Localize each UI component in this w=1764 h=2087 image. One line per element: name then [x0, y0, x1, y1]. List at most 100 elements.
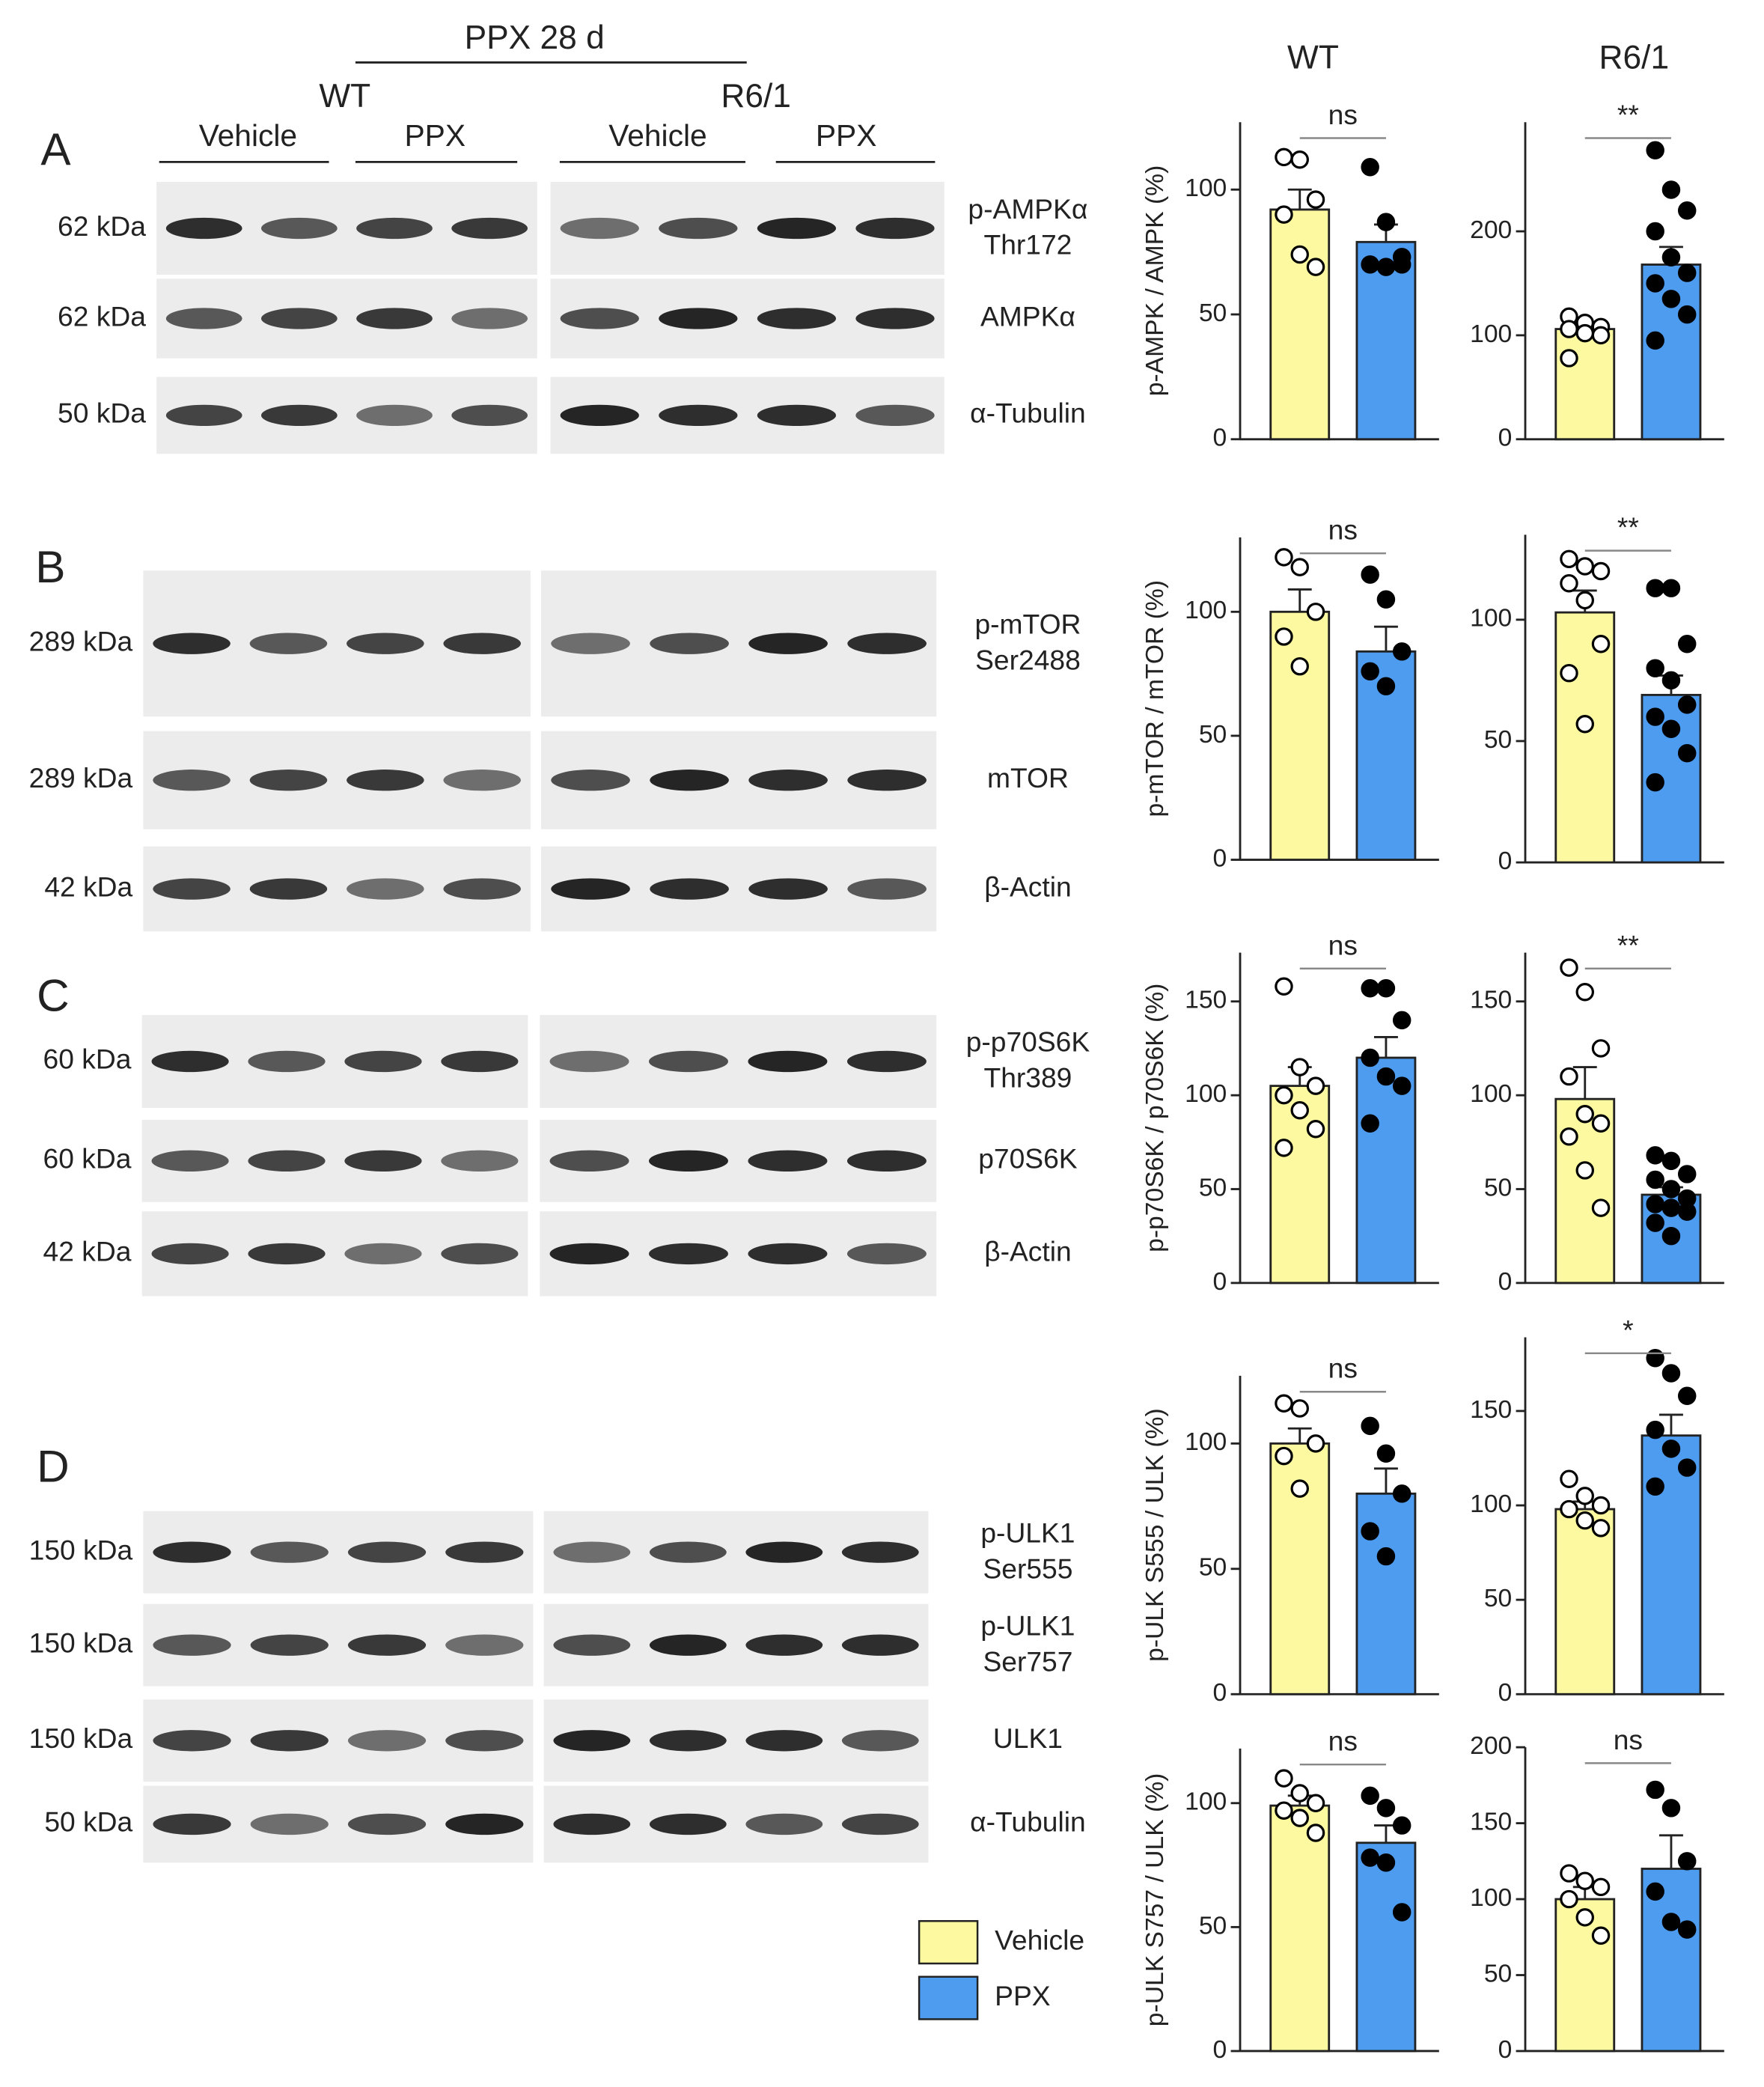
data-point [1677, 1458, 1697, 1477]
kda-label: 60 kDa [43, 1143, 132, 1174]
data-point [1677, 1920, 1697, 1939]
blot-band [344, 1243, 422, 1265]
data-point [1646, 1420, 1664, 1439]
data-point [1306, 1434, 1325, 1453]
protein-label: Thr389 [983, 1062, 1072, 1094]
blot-band [248, 1150, 326, 1172]
y-axis-label: p-p70S6K / p70S6K (%) [1141, 984, 1169, 1252]
data-point [1306, 1794, 1325, 1813]
blot-band [841, 1730, 919, 1752]
data-point [1661, 1913, 1681, 1931]
y-axis-label: p-ULK S757 / ULK (%) [1141, 1773, 1169, 2027]
data-point [1646, 1477, 1664, 1496]
data-point [1677, 743, 1697, 763]
bar [1269, 1804, 1331, 2053]
kda-label: 289 kDa [29, 626, 133, 657]
blot-band [151, 1150, 229, 1172]
column-header: WT [1287, 40, 1339, 76]
bar [1554, 1508, 1616, 1696]
data-point [1591, 1496, 1611, 1515]
blot-band [560, 217, 639, 240]
data-point [1591, 1039, 1611, 1058]
data-point [1275, 548, 1293, 567]
blot-band [745, 1813, 823, 1835]
protein-label: Ser757 [983, 1645, 1072, 1677]
data-point [1560, 320, 1578, 338]
data-point [1575, 1161, 1594, 1180]
data-point [1646, 1213, 1664, 1232]
protein-label: p-AMPKα [968, 193, 1087, 225]
data-point [1591, 1198, 1611, 1217]
blot-band [553, 1813, 631, 1835]
data-point [1575, 591, 1594, 610]
protein-label: p-ULK1 [980, 1609, 1075, 1641]
data-point [1575, 1104, 1594, 1124]
data-point [1591, 561, 1611, 581]
blot-band [745, 1730, 823, 1752]
data-point [1560, 573, 1578, 593]
data-point [1560, 1469, 1578, 1488]
data-point [1392, 255, 1411, 274]
data-point [1646, 1882, 1664, 1901]
data-point [1376, 979, 1396, 998]
data-point [1361, 1786, 1379, 1806]
data-point [1646, 1780, 1664, 1800]
y-tick-label: 100 [1185, 1788, 1227, 1816]
y-tick-label: 50 [1484, 1585, 1512, 1612]
data-point [1361, 158, 1379, 177]
blot-band [748, 1050, 828, 1073]
error-bar [1373, 1467, 1398, 1494]
data-point [1646, 707, 1664, 726]
y-tick-label: 50 [1199, 1554, 1227, 1582]
data-point [1275, 1801, 1293, 1820]
blot-band [551, 633, 630, 654]
blot-band [347, 770, 424, 791]
protein-label: α-Tubulin [970, 397, 1086, 429]
blot-band [757, 217, 837, 240]
blot-band [649, 1730, 727, 1752]
data-point [1646, 1146, 1664, 1165]
data-point [1560, 349, 1578, 368]
data-point [1575, 715, 1594, 734]
data-point [1275, 205, 1293, 224]
protein-label: Ser2488 [975, 644, 1081, 675]
data-point [1677, 1165, 1697, 1183]
y-tick-label: 50 [1199, 299, 1227, 327]
blot-band [846, 1150, 927, 1172]
y-tick-label: 150 [1470, 1396, 1512, 1424]
group-label: WT [319, 78, 370, 115]
protein-label: p70S6K [978, 1143, 1078, 1174]
blot-band [648, 1243, 728, 1265]
data-point [1361, 565, 1379, 584]
data-point [1290, 150, 1309, 169]
data-point [1306, 1824, 1325, 1842]
blot-band [748, 1150, 828, 1172]
data-point [1290, 1100, 1309, 1120]
data-point [1646, 274, 1664, 293]
y-axis-label: p-ULK S555 / ULK (%) [1141, 1408, 1169, 1662]
blot-band [347, 1730, 427, 1752]
blot-band [445, 1634, 524, 1656]
data-point [1392, 1011, 1411, 1030]
blot-band [347, 1634, 427, 1656]
blot-band [153, 1541, 231, 1563]
blot-band [855, 217, 935, 240]
data-point [1575, 1511, 1594, 1530]
y-tick-label: 0 [1213, 2036, 1227, 2064]
blot-band [347, 878, 424, 900]
blot-band [165, 308, 242, 329]
data-point [1591, 1519, 1611, 1538]
blot-band [659, 404, 738, 427]
blot-band [153, 633, 231, 654]
column-header: R6/1 [1599, 40, 1670, 76]
blot-band [153, 1634, 231, 1656]
blot-band [347, 1813, 427, 1835]
blot-band [445, 1730, 524, 1752]
bar [1554, 328, 1616, 441]
data-point [1661, 719, 1681, 738]
y-tick-label: 150 [1185, 987, 1227, 1014]
data-point [1661, 290, 1681, 308]
legend-swatch [918, 1920, 979, 1965]
blot-band [248, 1050, 326, 1073]
y-axis-label: p-mTOR / mTOR (%) [1141, 580, 1169, 817]
